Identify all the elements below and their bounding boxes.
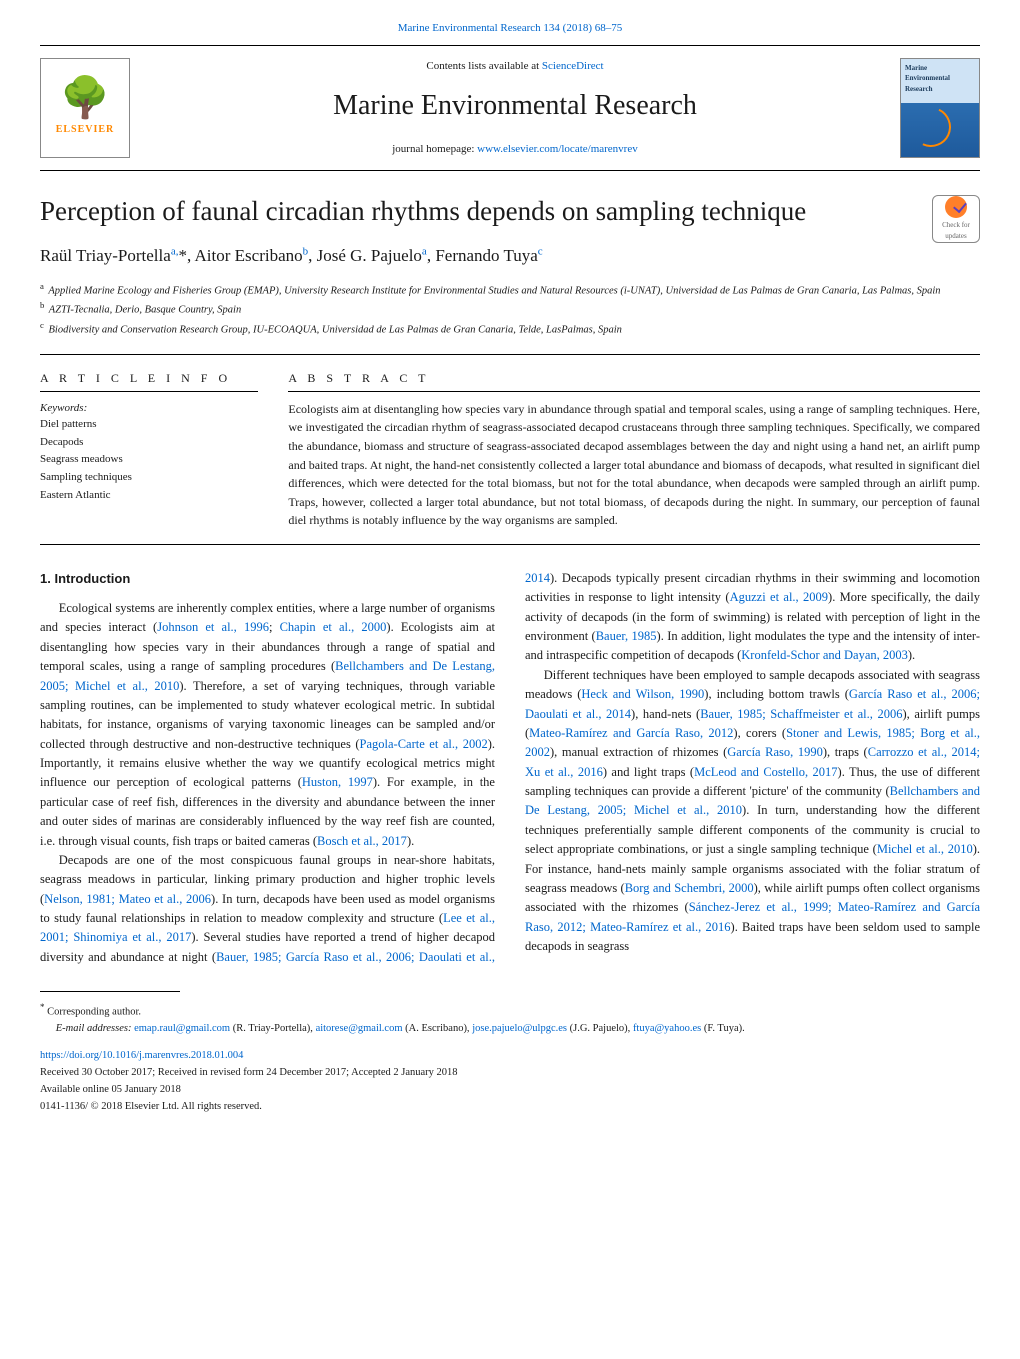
t: ;	[269, 620, 280, 634]
sciencedirect-link[interactable]: ScienceDirect	[542, 60, 604, 72]
ref-link[interactable]: McLeod and Costello, 2017	[694, 765, 837, 779]
journal-name: Marine Environmental Research	[130, 85, 900, 127]
journal-header: 🌳 ELSEVIER Contents lists available at S…	[40, 45, 980, 171]
authors-line: Raül Triay-Portellaa,*, Aitor Escribanob…	[40, 243, 980, 269]
ref-link[interactable]: Bosch et al., 2017	[317, 834, 407, 848]
email-link[interactable]: aitorese@gmail.com	[316, 1023, 403, 1034]
journal-homepage-link[interactable]: www.elsevier.com/locate/marenvrev	[477, 143, 638, 155]
elsevier-logo: 🌳 ELSEVIER	[40, 58, 130, 158]
ref-link[interactable]: Pagola-Carte et al., 2002	[360, 737, 488, 751]
ref-link[interactable]: Borg and Schembri, 2000	[625, 881, 754, 895]
ref-link[interactable]: Michel et al., 2010	[877, 842, 973, 856]
corr-star-icon: *	[40, 1002, 45, 1012]
t: ), hand-nets (	[631, 707, 700, 721]
journal-homepage-line: journal homepage: www.elsevier.com/locat…	[130, 141, 900, 158]
abstract-text: Ecologists aim at disentangling how spec…	[288, 400, 980, 530]
affiliations-block: a Applied Marine Ecology and Fisheries G…	[40, 280, 980, 338]
copyright-line: 0141-1136/ © 2018 Elsevier Ltd. All righ…	[40, 1099, 980, 1116]
keyword-item: Diel patterns	[40, 416, 258, 434]
abstract-head: A B S T R A C T	[288, 369, 980, 392]
keyword-item: Sampling techniques	[40, 469, 258, 487]
t: ), including bottom trawls (	[704, 687, 849, 701]
check-mark-icon	[945, 196, 967, 218]
footer-block: * Corresponding author. E-mail addresses…	[40, 1000, 980, 1115]
info-abstract-row: A R T I C L E I N F O Keywords: Diel pat…	[40, 354, 980, 545]
journal-ref-link[interactable]: Marine Environmental Research 134 (2018)…	[398, 22, 623, 34]
footer-separator	[40, 991, 180, 992]
received-line: Received 30 October 2017; Received in re…	[40, 1065, 980, 1082]
online-line: Available online 05 January 2018	[40, 1082, 980, 1099]
t: ) and light traps (	[603, 765, 694, 779]
corr-label: Corresponding author.	[47, 1007, 141, 1018]
ref-link[interactable]: Aguzzi et al., 2009	[730, 590, 828, 604]
contents-list-line: Contents lists available at ScienceDirec…	[130, 58, 900, 75]
keyword-item: Eastern Atlantic	[40, 487, 258, 505]
ref-link[interactable]: Huston, 1997	[302, 775, 373, 789]
journal-reference: Marine Environmental Research 134 (2018)…	[40, 20, 980, 37]
email-link[interactable]: emap.raul@gmail.com	[134, 1023, 230, 1034]
ref-link[interactable]: Chapin et al., 2000	[280, 620, 387, 634]
email-link[interactable]: ftuya@yahoo.es	[633, 1023, 701, 1034]
ref-link[interactable]: Bauer, 1985; Schaffmeister et al., 2006	[700, 707, 902, 721]
t: ).	[407, 834, 414, 848]
abstract-col: A B S T R A C T Ecologists aim at disent…	[288, 369, 980, 530]
t: ), manual extraction of rhizomes (	[550, 745, 727, 759]
ref-link[interactable]: Bauer, 1985	[596, 629, 657, 643]
check-badge-label: Check for updates	[942, 220, 970, 241]
doi-link[interactable]: https://doi.org/10.1016/j.marenvres.2018…	[40, 1050, 243, 1061]
ref-link[interactable]: Mateo-Ramírez and García Raso, 2012	[529, 726, 733, 740]
cover-title: Marine Environmental Research	[905, 63, 975, 95]
header-center: Contents lists available at ScienceDirec…	[130, 58, 900, 157]
ref-link[interactable]: Johnson et al., 1996	[157, 620, 269, 634]
t: ).	[908, 648, 915, 662]
intro-heading: 1. Introduction	[40, 569, 495, 589]
homepage-prefix: journal homepage:	[392, 143, 477, 155]
cover-wave-icon	[905, 101, 956, 152]
keywords-label: Keywords:	[40, 400, 258, 417]
check-updates-badge[interactable]: Check for updates	[932, 195, 980, 243]
article-info-head: A R T I C L E I N F O	[40, 369, 258, 392]
contents-prefix: Contents lists available at	[426, 60, 541, 72]
ref-link[interactable]: García Raso, 1990	[727, 745, 823, 759]
keyword-item: Decapods	[40, 434, 258, 452]
article-info-col: A R T I C L E I N F O Keywords: Diel pat…	[40, 369, 258, 530]
elsevier-tree-icon: 🌳	[60, 78, 110, 118]
keyword-item: Seagrass meadows	[40, 451, 258, 469]
ref-link[interactable]: Heck and Wilson, 1990	[581, 687, 704, 701]
ref-link[interactable]: Nelson, 1981; Mateo et al., 2006	[44, 892, 211, 906]
intro-p1: Ecological systems are inherently comple…	[40, 599, 495, 851]
elsevier-label: ELSEVIER	[56, 122, 115, 137]
t: ), corers (	[733, 726, 786, 740]
doi-line: https://doi.org/10.1016/j.marenvres.2018…	[40, 1048, 980, 1065]
article-title: Perception of faunal circadian rhythms d…	[40, 195, 806, 227]
intro-p3: Different techniques have been employed …	[525, 666, 980, 957]
title-row: Perception of faunal circadian rhythms d…	[40, 195, 980, 243]
email-link[interactable]: jose.pajuelo@ulpgc.es	[472, 1023, 567, 1034]
ref-link[interactable]: Kronfeld-Schor and Dayan, 2003	[741, 648, 908, 662]
journal-cover-thumb: Marine Environmental Research	[900, 58, 980, 158]
body-columns: 1. Introduction Ecological systems are i…	[40, 569, 980, 967]
corresponding-author: * Corresponding author.	[40, 1000, 980, 1021]
keywords-list: Diel patternsDecapodsSeagrass meadowsSam…	[40, 416, 258, 504]
t: ), traps (	[823, 745, 868, 759]
email-line: E-mail addresses: emap.raul@gmail.com (R…	[40, 1021, 980, 1038]
